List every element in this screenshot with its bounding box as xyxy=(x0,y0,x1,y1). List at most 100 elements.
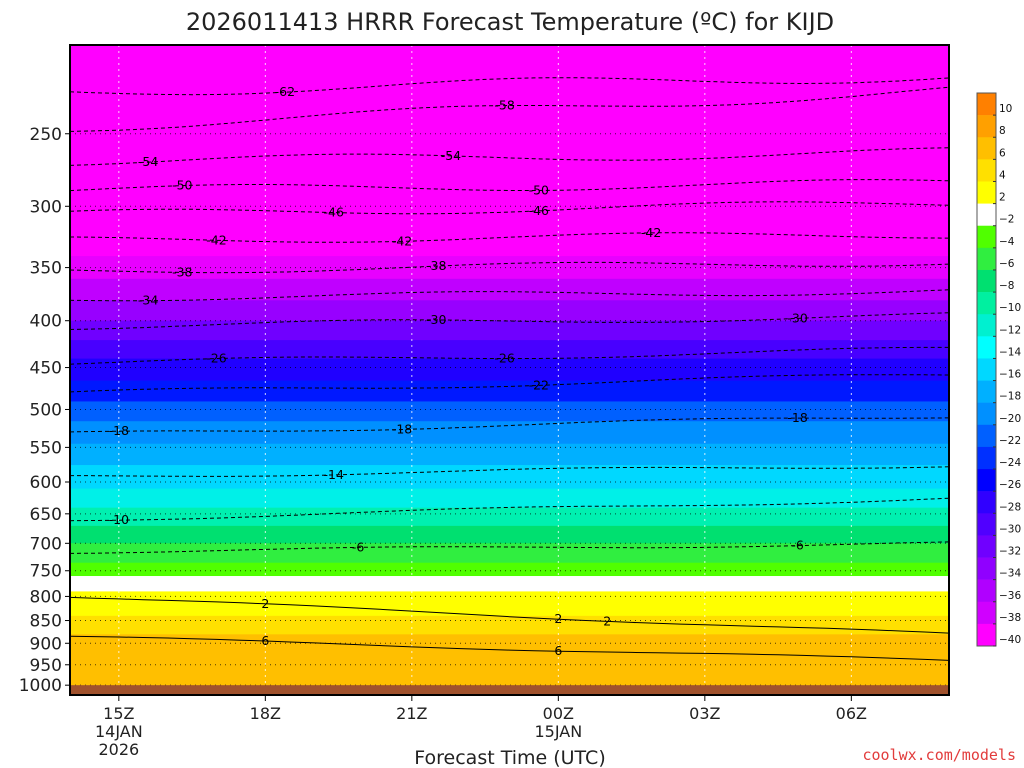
isotherm-label: -50 xyxy=(172,178,192,193)
colorbar-swatch xyxy=(977,535,996,558)
isotherm-label: -34 xyxy=(138,293,158,308)
isotherm-label: -42 xyxy=(206,232,226,247)
colorbar-label: −34 xyxy=(999,568,1021,580)
x-tick-label: 15JAN xyxy=(534,722,582,741)
colorbar-swatch xyxy=(977,601,996,625)
colorbar-swatch xyxy=(977,380,996,403)
colorbar-swatch xyxy=(977,292,996,315)
fill-band xyxy=(70,278,949,301)
isotherm-label: -18 xyxy=(392,422,412,437)
colorbar-label: −8 xyxy=(999,280,1014,292)
isotherm-line xyxy=(70,596,949,634)
colorbar-label: −38 xyxy=(999,612,1021,624)
fill-band xyxy=(70,421,949,445)
colorbar: 10 8 6 4 2 −2 −4 −6 −8 −10 −12 −14 −16 −18 −20 −22 −24 −2… xyxy=(976,92,1021,647)
colorbar-label: −12 xyxy=(999,324,1021,336)
isotherm-label: -6 xyxy=(352,539,365,554)
fill-band xyxy=(70,488,949,509)
colorbar-swatch xyxy=(977,358,996,381)
isotherm-line xyxy=(70,635,949,661)
colorbar-label: −32 xyxy=(999,546,1021,558)
colorbar-swatch xyxy=(977,424,996,448)
fill-band xyxy=(70,300,949,322)
y-tick-label: 300 xyxy=(30,197,62,217)
y-tick-label: 350 xyxy=(30,259,62,279)
y-tick-label: 750 xyxy=(30,562,62,582)
colorbar-swatch xyxy=(977,269,996,293)
fill-band xyxy=(70,615,949,635)
y-axis: 2503003504004505005506006507007508008509… xyxy=(19,125,70,696)
fill-band xyxy=(70,45,949,257)
colorbar-label: −40 xyxy=(999,634,1021,646)
fill-band xyxy=(70,256,949,280)
colorbar-label: −10 xyxy=(999,302,1021,314)
x-tick-label: 14JAN xyxy=(95,722,143,741)
chart-title: 2026011413 HRRR Forecast Temperature (ºC… xyxy=(186,8,834,36)
isotherm-label: -62 xyxy=(275,84,295,99)
isotherm-label: -26 xyxy=(206,350,226,365)
colorbar-label: −24 xyxy=(999,457,1021,469)
fill-band xyxy=(70,562,949,577)
fill-band xyxy=(70,340,949,360)
colorbar-label: 10 xyxy=(999,103,1012,115)
x-tick-label: 2026 xyxy=(98,740,139,759)
y-tick-label: 600 xyxy=(30,473,62,493)
isotherm-label: -18 xyxy=(787,410,807,425)
isotherm-label: -18 xyxy=(109,423,129,438)
isotherm-label: -26 xyxy=(494,351,514,366)
x-tick-label: 15Z xyxy=(103,704,134,723)
y-tick-label: 250 xyxy=(30,125,62,145)
fill-band xyxy=(70,380,949,403)
colorbar-label: 8 xyxy=(999,125,1006,137)
colorbar-label: −22 xyxy=(999,435,1021,447)
colorbar-swatch xyxy=(977,181,996,204)
colorbar-swatch xyxy=(977,93,996,116)
colorbar-label: −28 xyxy=(999,501,1021,513)
fill-band xyxy=(70,634,949,695)
isotherm-label: 2 xyxy=(554,611,562,626)
colorbar-label: −14 xyxy=(999,346,1021,358)
y-tick-label: 700 xyxy=(30,534,62,554)
fill-band xyxy=(70,465,949,490)
colorbar-swatch xyxy=(977,225,996,249)
isotherm-label: -42 xyxy=(641,225,661,240)
y-tick-label: 400 xyxy=(30,312,62,332)
y-tick-label: 500 xyxy=(30,400,62,420)
temperature-fill xyxy=(70,45,949,695)
fill-band xyxy=(70,443,949,466)
isotherm-label: 2 xyxy=(603,613,611,628)
credit-text: coolwx.com/models xyxy=(862,746,1016,764)
colorbar-swatch xyxy=(977,623,996,647)
isotherm-label: -30 xyxy=(787,310,807,325)
colorbar-label: 4 xyxy=(999,169,1006,181)
colorbar-label: 6 xyxy=(999,147,1006,159)
colorbar-swatch xyxy=(977,446,996,470)
colorbar-swatch xyxy=(977,336,996,359)
colorbar-swatch xyxy=(977,491,996,514)
isotherm-label: -54 xyxy=(441,148,461,163)
colorbar-label: −20 xyxy=(999,413,1021,425)
fill-band xyxy=(70,320,949,341)
colorbar-label: 2 xyxy=(999,192,1006,204)
y-tick-label: 650 xyxy=(30,505,62,525)
isotherm-label: -10 xyxy=(109,512,129,527)
fill-band xyxy=(70,576,949,593)
x-tick-label: 00Z xyxy=(543,704,574,723)
plot-frame xyxy=(69,44,950,696)
fill-band xyxy=(70,507,949,527)
y-tick-label: 950 xyxy=(30,656,62,676)
y-tick-label: 800 xyxy=(30,587,62,607)
isotherm-label: -46 xyxy=(529,203,549,218)
isotherm-label: -38 xyxy=(172,264,192,279)
isotherm-label: -58 xyxy=(494,98,514,113)
colorbar-swatch xyxy=(977,513,996,536)
isotherm-label: -14 xyxy=(323,467,343,482)
colorbar-swatch xyxy=(977,115,996,138)
ground-surface xyxy=(70,685,949,695)
colorbar-label: −16 xyxy=(999,369,1021,381)
isotherm-label: 2 xyxy=(261,596,269,611)
colorbar-label: −30 xyxy=(999,523,1021,535)
y-tick-label: 550 xyxy=(30,438,62,458)
